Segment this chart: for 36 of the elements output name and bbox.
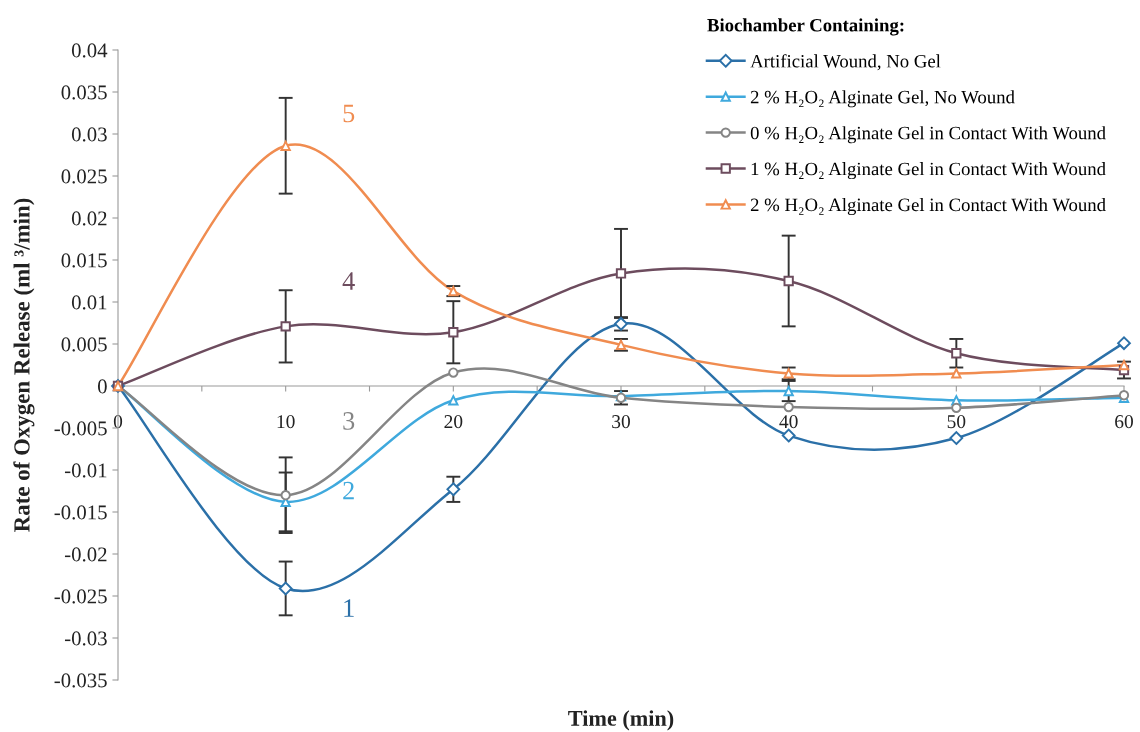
x-tick-label: 30 xyxy=(612,415,630,429)
annotation: 2 xyxy=(343,481,354,500)
legend-label: 1 % H₂O₂ Alginate Gel in Contact With Wound xyxy=(751,162,1106,180)
annotation: 5 xyxy=(343,104,355,123)
y-tick-label: 0 xyxy=(97,379,107,394)
legend-label: Artificial Wound, No Gel xyxy=(750,54,941,71)
legend-label: 2 % H₂O₂ Alginate Gel, No Wound xyxy=(750,90,1015,108)
x-axis-title: Time (min) xyxy=(568,710,674,731)
x-tick-label: 40 xyxy=(779,415,798,429)
annotation: 3 xyxy=(343,412,355,430)
legend-label: 2 % H₂O₂ Alginate Gel in Contact With Wound xyxy=(750,197,1106,216)
y-tick-label: -0.005 xyxy=(54,421,107,436)
x-tick-label: 20 xyxy=(444,415,463,429)
y-tick-label: 0.03 xyxy=(71,127,107,142)
x-tick-label: 10 xyxy=(277,415,295,429)
x-tick-label: 60 xyxy=(1115,415,1133,429)
y-tick-label: -0.025 xyxy=(54,589,107,604)
y-tick-label: -0.03 xyxy=(64,631,107,646)
legend-label: 0 % H₂O₂ Alginate Gel in Contact With Wound xyxy=(750,126,1106,144)
y-tick-label: 0.01 xyxy=(71,295,107,310)
y-tick-label: 0.04 xyxy=(71,43,108,58)
x-tick-label: 0 xyxy=(113,415,123,429)
y-tick-label: -0.035 xyxy=(54,673,107,688)
x-tick-label: 50 xyxy=(947,415,966,429)
legend-title: Biochamber Containing: xyxy=(707,18,904,36)
y-tick-label: 0.015 xyxy=(61,253,107,268)
y-tick-label: 0.005 xyxy=(61,337,107,352)
annotation: 4 xyxy=(342,272,355,290)
y-tick-label: -0.01 xyxy=(64,463,107,478)
y-tick-label: 0.025 xyxy=(61,169,107,184)
annotation: 1 xyxy=(344,599,354,617)
y-tick-label: 0.035 xyxy=(61,85,107,100)
y-axis-title: Rate of Oxygen Release (ml ³/min) xyxy=(13,198,35,532)
y-tick-label: 0.02 xyxy=(71,211,107,226)
y-tick-label: -0.015 xyxy=(54,505,107,520)
y-tick-label: -0.02 xyxy=(64,547,107,562)
